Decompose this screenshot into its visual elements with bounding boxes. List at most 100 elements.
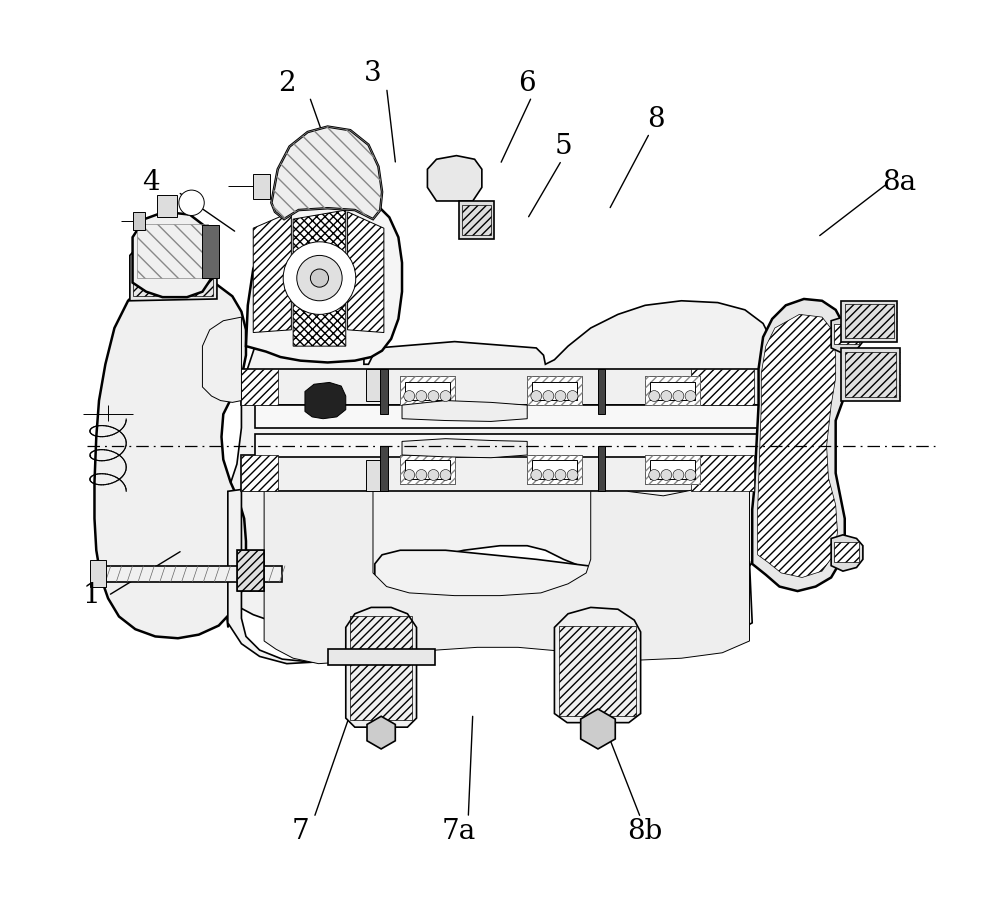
Text: 3: 3 xyxy=(364,60,382,87)
Circle shape xyxy=(440,390,451,401)
Circle shape xyxy=(673,390,684,401)
Bar xyxy=(380,446,388,491)
Bar xyxy=(400,455,455,484)
Bar xyxy=(241,455,278,491)
Polygon shape xyxy=(367,716,395,749)
Bar xyxy=(841,301,897,341)
Polygon shape xyxy=(554,607,641,723)
Polygon shape xyxy=(94,274,246,638)
Text: 8a: 8a xyxy=(882,169,916,197)
Polygon shape xyxy=(253,212,291,332)
Circle shape xyxy=(531,470,542,480)
Text: 5: 5 xyxy=(555,133,572,160)
Bar xyxy=(532,460,577,479)
Circle shape xyxy=(179,190,204,216)
Circle shape xyxy=(543,470,554,480)
Polygon shape xyxy=(130,230,217,301)
Bar xyxy=(253,174,270,199)
Bar xyxy=(237,551,264,592)
Text: 8b: 8b xyxy=(628,818,663,845)
Text: 8: 8 xyxy=(647,106,665,133)
Circle shape xyxy=(404,390,415,401)
Polygon shape xyxy=(427,156,482,201)
Bar xyxy=(237,551,264,592)
Bar xyxy=(527,455,582,484)
Circle shape xyxy=(555,390,566,401)
Bar xyxy=(691,369,754,405)
Polygon shape xyxy=(402,439,527,458)
Bar xyxy=(645,376,700,405)
Bar xyxy=(241,369,278,405)
Bar xyxy=(241,455,759,491)
Bar xyxy=(645,455,700,484)
Circle shape xyxy=(531,390,542,401)
Polygon shape xyxy=(831,317,863,353)
Circle shape xyxy=(297,256,342,301)
Bar xyxy=(650,460,695,479)
Circle shape xyxy=(543,390,554,401)
Circle shape xyxy=(283,242,356,314)
Bar xyxy=(845,351,896,397)
Circle shape xyxy=(685,390,696,401)
Circle shape xyxy=(428,470,439,480)
Bar xyxy=(133,242,213,297)
Polygon shape xyxy=(831,535,863,571)
Circle shape xyxy=(404,470,415,480)
Bar xyxy=(157,195,177,217)
Polygon shape xyxy=(305,382,346,419)
Circle shape xyxy=(310,269,329,288)
Polygon shape xyxy=(202,317,241,402)
Bar xyxy=(559,625,636,716)
Bar xyxy=(133,212,145,230)
Bar xyxy=(845,305,894,338)
Polygon shape xyxy=(264,490,749,663)
Polygon shape xyxy=(346,607,417,727)
Bar xyxy=(350,615,412,720)
Circle shape xyxy=(649,470,660,480)
Bar xyxy=(834,324,859,344)
Bar xyxy=(645,376,700,405)
Text: 4: 4 xyxy=(142,169,160,197)
Bar xyxy=(328,649,435,665)
Circle shape xyxy=(416,390,427,401)
Bar xyxy=(90,561,106,588)
Bar xyxy=(366,369,386,400)
Circle shape xyxy=(685,470,696,480)
Bar xyxy=(645,455,700,484)
Circle shape xyxy=(428,390,439,401)
Bar xyxy=(366,460,386,491)
Bar xyxy=(462,205,491,236)
Circle shape xyxy=(673,470,684,480)
Bar xyxy=(255,405,759,428)
Bar xyxy=(598,446,605,491)
Polygon shape xyxy=(271,126,382,219)
Circle shape xyxy=(661,470,672,480)
Bar xyxy=(405,460,450,479)
Circle shape xyxy=(567,390,578,401)
Bar xyxy=(598,369,605,414)
Bar xyxy=(527,455,582,484)
Bar xyxy=(650,381,695,399)
Text: 7a: 7a xyxy=(442,818,476,845)
Bar xyxy=(380,369,388,414)
Polygon shape xyxy=(752,299,847,592)
Bar xyxy=(527,376,582,405)
Bar xyxy=(241,369,759,405)
Text: 7: 7 xyxy=(292,818,309,845)
Text: 2: 2 xyxy=(278,69,296,96)
Text: 1: 1 xyxy=(83,582,101,609)
Circle shape xyxy=(661,390,672,401)
Bar xyxy=(459,201,494,239)
Bar xyxy=(101,566,282,582)
Bar xyxy=(405,381,450,399)
Bar xyxy=(400,376,455,405)
Circle shape xyxy=(416,470,427,480)
Polygon shape xyxy=(758,314,837,578)
Bar xyxy=(400,376,455,405)
Polygon shape xyxy=(228,490,752,663)
Text: 6: 6 xyxy=(518,69,536,96)
Bar xyxy=(834,542,859,562)
Bar xyxy=(841,348,900,400)
Circle shape xyxy=(440,470,451,480)
Bar xyxy=(400,455,455,484)
